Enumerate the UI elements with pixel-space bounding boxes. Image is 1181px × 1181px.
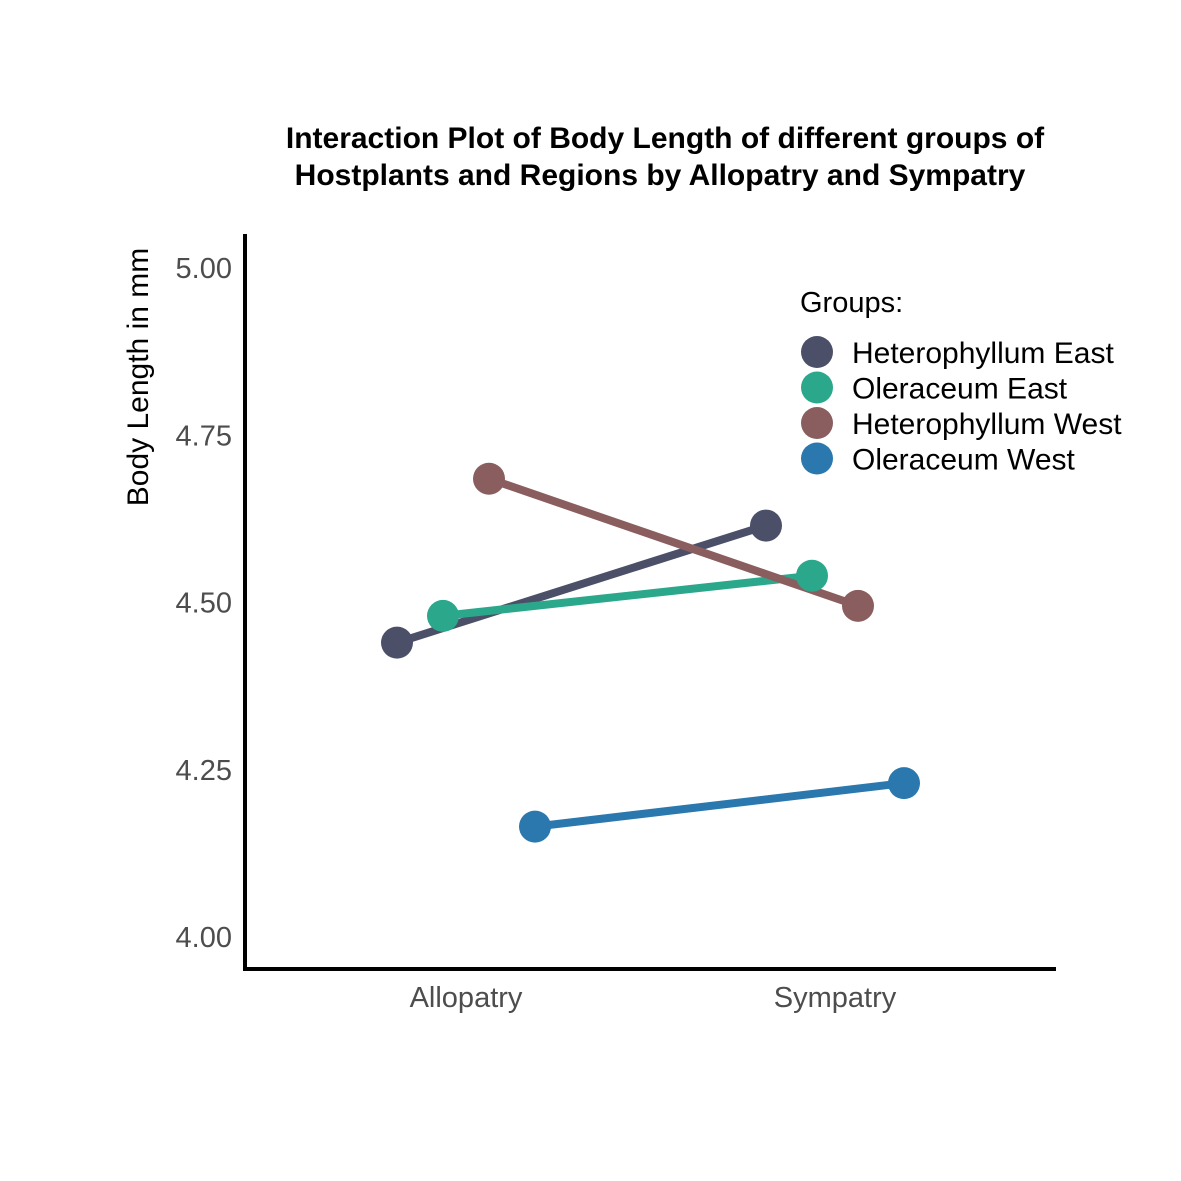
series-lines — [395, 474, 905, 831]
x-tick-label: Allopatry — [410, 982, 523, 1014]
series-line — [487, 474, 860, 610]
data-point — [842, 589, 874, 622]
series-line — [442, 571, 813, 620]
y-axis-label: Body Length in mm — [122, 248, 155, 506]
legend-key — [801, 442, 833, 475]
series-points — [381, 462, 920, 843]
legend-label: Heterophyllum West — [852, 408, 1122, 441]
chart-title-line-2: Hostplants and Regions by Allopatry and … — [295, 159, 1026, 192]
data-point — [427, 599, 459, 632]
legend-label: Oleraceum West — [852, 444, 1076, 477]
series-layer — [381, 462, 920, 843]
legend-key — [801, 371, 833, 404]
series-line — [395, 521, 768, 647]
x-tick-label: Sympatry — [774, 982, 897, 1014]
data-point — [750, 509, 782, 542]
data-point — [888, 767, 920, 800]
legend-title: Groups: — [800, 287, 903, 319]
y-tick-label: 4.75 — [176, 420, 232, 452]
legend-label: Heterophyllum East — [852, 337, 1114, 370]
legend-label: Oleraceum East — [852, 373, 1068, 406]
legend-key — [801, 336, 833, 368]
y-tick-labels: 4.00 4.25 4.50 4.75 5.00 — [176, 253, 232, 954]
data-point — [519, 810, 551, 843]
x-tick-labels: Allopatry Sympatry — [410, 982, 897, 1014]
y-tick-label: 4.25 — [176, 755, 232, 787]
y-tick-label: 4.50 — [176, 588, 232, 620]
y-tick-label: 4.00 — [176, 922, 232, 954]
y-tick-label: 5.00 — [176, 253, 232, 285]
data-point — [473, 462, 505, 495]
data-point — [796, 559, 828, 592]
data-point — [381, 626, 413, 659]
legend-key — [801, 407, 833, 439]
series-line — [534, 779, 905, 831]
chart-title-line-1: Interaction Plot of Body Length of diffe… — [286, 122, 1045, 155]
